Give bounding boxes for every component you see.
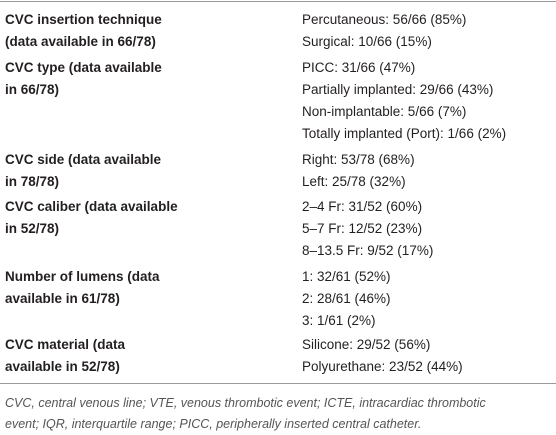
row-value: Right: 53/78 (68%) <box>302 152 415 167</box>
row-value: Silicone: 29/52 (56%) <box>302 337 431 352</box>
row-value: Totally implanted (Port): 1/66 (2%) <box>302 126 507 141</box>
row-value: PICC: 31/66 (47%) <box>302 60 416 75</box>
row-label: available in 61/78) <box>5 291 120 306</box>
row-label: CVC type (data available <box>5 60 162 75</box>
footnote: event; IQR, interquartile range; PICC, p… <box>5 417 422 431</box>
bottom-rule <box>0 383 556 384</box>
row-label: in 66/78) <box>5 82 60 97</box>
row-label: Number of lumens (data <box>5 269 160 284</box>
row-label: CVC caliber (data available <box>5 199 178 214</box>
row-value: Left: 25/78 (32%) <box>302 174 406 189</box>
footnote: CVC, central venous line; VTE, venous th… <box>5 396 486 410</box>
row-label: CVC insertion technique <box>5 12 162 27</box>
row-label: CVC side (data available <box>5 152 162 167</box>
row-value: 8–13.5 Fr: 9/52 (17%) <box>302 243 434 258</box>
row-label: available in 52/78) <box>5 359 120 374</box>
row-value: 1: 32/61 (52%) <box>302 269 391 284</box>
row-label: in 52/78) <box>5 221 60 236</box>
row-label: CVC material (data <box>5 337 126 352</box>
row-value: Surgical: 10/66 (15%) <box>302 34 432 49</box>
row-value: 5–7 Fr: 12/52 (23%) <box>302 221 423 236</box>
row-value: 3: 1/61 (2%) <box>302 313 376 328</box>
row-value: Non-implantable: 5/66 (7%) <box>302 104 467 119</box>
row-label: (data available in 66/78) <box>5 34 156 49</box>
row-value: 2–4 Fr: 31/52 (60%) <box>302 199 423 214</box>
row-value: 2: 28/61 (46%) <box>302 291 391 306</box>
row-label: in 78/78) <box>5 174 60 189</box>
row-value: Polyurethane: 23/52 (44%) <box>302 359 463 374</box>
row-value: Percutaneous: 56/66 (85%) <box>302 12 467 27</box>
top-rule <box>0 1 556 2</box>
row-value: Partially implanted: 29/66 (43%) <box>302 82 494 97</box>
